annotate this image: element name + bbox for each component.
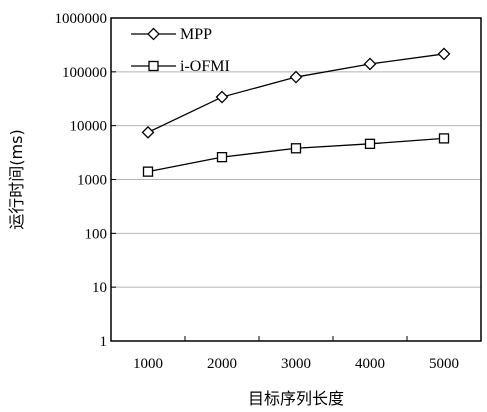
legend-marker-mpp: [147, 27, 160, 41]
data-point-i-ofmi: [364, 138, 376, 149]
grid-lines: [111, 71, 481, 288]
data-point-mpp: [363, 57, 377, 71]
y-axis-title: 运行时间(ms): [7, 129, 26, 229]
x-axis: 1000 2000 3000 4000 5000: [133, 336, 459, 372]
x-tick-label: 1000: [133, 356, 163, 372]
data-point-i-ofmi: [216, 152, 228, 163]
data-point-mpp: [141, 125, 155, 139]
data-point-mpp: [437, 47, 451, 61]
y-tick-label: 10000: [70, 119, 108, 135]
data-point-i-ofmi: [438, 133, 450, 144]
y-tick-label: 100000: [62, 65, 107, 81]
y-tick-label: 1000: [77, 173, 107, 189]
data-point-i-ofmi: [142, 166, 154, 177]
legend-label-i-ofmi: i-OFMI: [180, 58, 230, 75]
legend-label-mpp: MPP: [180, 26, 212, 43]
x-tick-label: 4000: [355, 356, 385, 372]
y-tick-label: 100: [85, 226, 108, 242]
y-tick-label: 1: [100, 334, 108, 350]
y-axis: 1 10 100 1000 10000 100000 1000000: [55, 11, 116, 350]
x-tick-label: 5000: [429, 356, 459, 372]
series-layer: [141, 47, 451, 177]
data-point-i-ofmi: [290, 143, 302, 154]
y-tick-label: 10: [92, 280, 107, 296]
x-axis-title: 目标序列长度: [248, 389, 344, 408]
legend-marker-i-ofmi: [148, 60, 159, 72]
y-tick-label: 1000000: [55, 11, 108, 27]
x-tick-label: 2000: [207, 356, 237, 372]
data-point-mpp: [215, 90, 229, 104]
legend: MPP i-OFMI: [131, 26, 230, 75]
x-tick-label: 3000: [281, 356, 311, 372]
data-point-mpp: [289, 70, 303, 84]
